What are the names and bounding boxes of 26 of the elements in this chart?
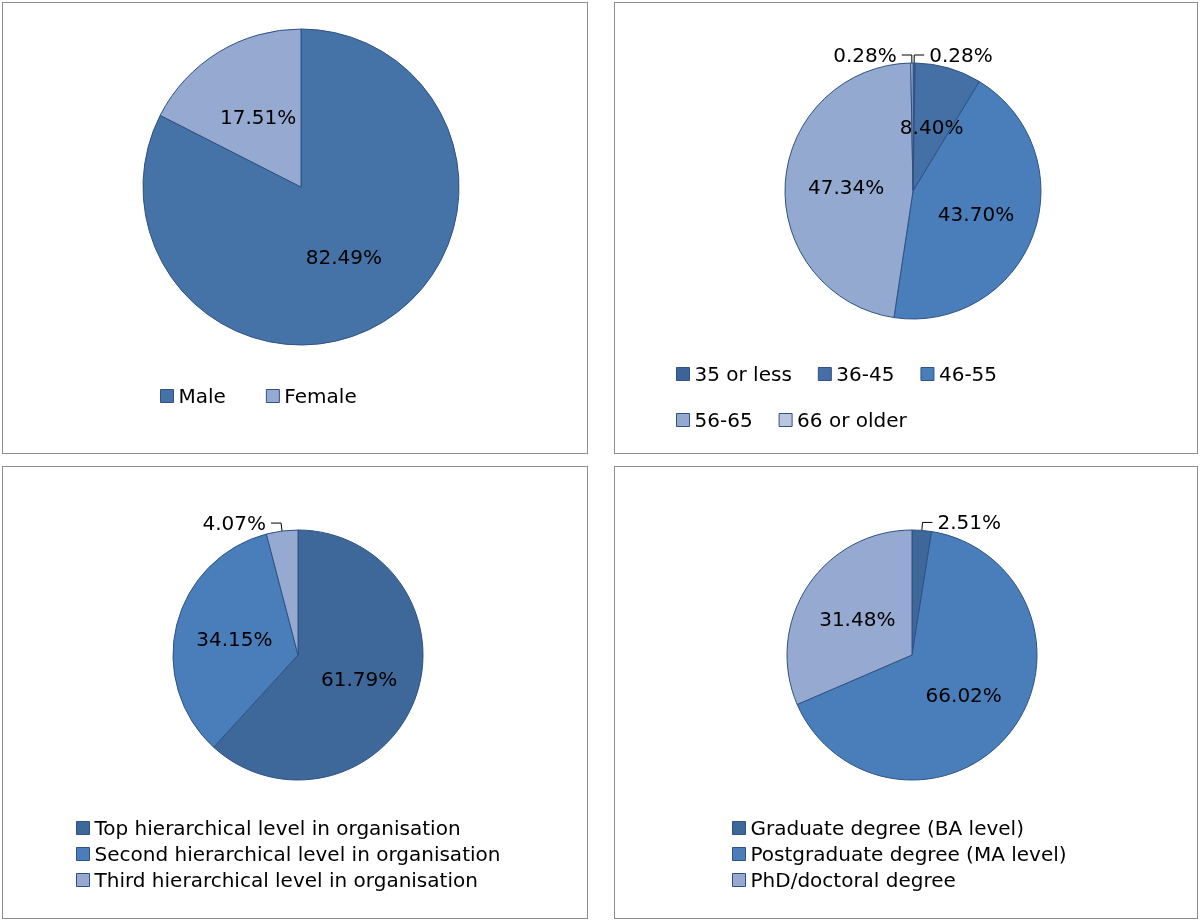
data-label: 34.15% [196,627,273,652]
legend-label: Third hierarchical level in organisation [93,868,478,892]
legend-label: 46-55 [938,362,998,386]
data-label: 2.51% [937,510,1002,535]
data-label: 31.48% [819,607,896,631]
legend-label: Second hierarchical level in organisation [94,842,501,866]
data-label: 66.02% [925,683,1002,708]
legend-label: PhD/doctoral degree [750,868,956,892]
data-label: 61.79% [320,666,398,691]
data-label: 82.49% [305,244,382,269]
data-label: 0.28% [833,43,897,68]
legend-label: 56-65 [694,408,753,432]
data-label: 8.40% [899,114,964,139]
legend-label: Graduate degree (BA level) [750,816,1024,840]
data-label: 47.34% [808,174,885,199]
legend-label: 36-45 [836,362,895,386]
data-label: 43.70% [937,201,1015,226]
data-label: 17.51% [220,105,297,130]
legend-label: Male [178,384,226,408]
legend-label: Female [284,384,357,408]
legend-label: 66 or older [797,408,908,432]
legend-label: 35 or less [694,362,792,386]
legend-label: Top hierarchical level in organisation [93,816,461,840]
data-label: 4.07% [202,511,267,536]
legend-label: Postgraduate degree (MA level) [750,842,1067,866]
data-label: 0.28% [929,43,993,68]
